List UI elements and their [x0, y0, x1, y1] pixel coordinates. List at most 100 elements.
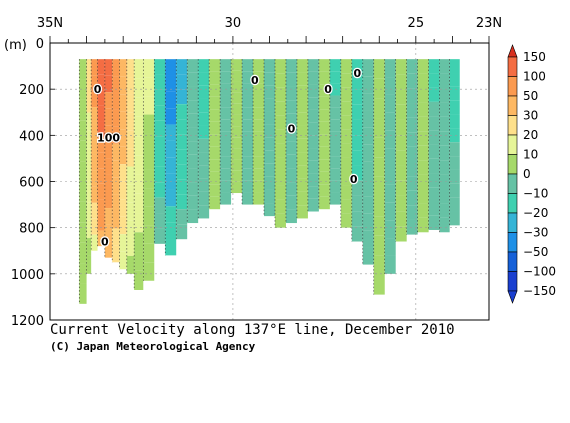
velocity-cell: [86, 184, 92, 203]
velocity-cell: [351, 119, 363, 136]
velocity-cell: [220, 156, 232, 169]
x-tick-label: 30: [225, 16, 242, 31]
velocity-cell: [351, 89, 363, 105]
velocity-cell: [384, 94, 396, 113]
velocity-cell: [307, 84, 319, 98]
velocity-cell: [340, 101, 352, 116]
velocity-cell: [417, 116, 429, 132]
velocity-cell: [395, 104, 407, 120]
velocity-cell: [384, 166, 396, 185]
velocity-cell: [351, 165, 363, 181]
velocity-cell: [307, 71, 319, 85]
velocity-cell: [274, 129, 286, 144]
velocity-cell: [274, 101, 286, 116]
velocity-cell: [134, 213, 144, 233]
velocity-cell: [79, 140, 87, 162]
velocity-cell: [154, 213, 166, 229]
velocity-cell: [274, 199, 286, 214]
velocity-cell: [417, 131, 429, 146]
velocity-cell: [126, 220, 135, 239]
velocity-cell: [134, 59, 144, 79]
velocity-cell: [340, 143, 352, 158]
velocity-cell: [395, 165, 407, 181]
velocity-cell: [209, 59, 221, 72]
velocity-cell: [428, 215, 440, 230]
velocity-cell: [406, 219, 418, 235]
velocity-cell: [439, 116, 450, 132]
velocity-cell: [154, 182, 166, 198]
velocity-cell: [264, 59, 275, 73]
velocity-cell: [428, 73, 440, 88]
velocity-cell: [373, 157, 385, 177]
velocity-cell: [296, 205, 308, 219]
velocity-cell: [176, 194, 188, 210]
contour-label: 100: [97, 132, 120, 145]
velocity-cell: [296, 125, 308, 139]
velocity-cell: [143, 225, 155, 244]
velocity-cell: [329, 131, 341, 144]
velocity-cell: [209, 109, 221, 122]
velocity-cell: [395, 150, 407, 166]
velocity-cell: [176, 149, 188, 165]
velocity-cell: [406, 59, 418, 74]
velocity-cell: [439, 174, 450, 190]
velocity-cell: [97, 199, 105, 215]
velocity-cell: [264, 163, 275, 177]
velocity-cell: [165, 140, 177, 158]
velocity-cell: [198, 152, 210, 166]
velocity-cell: [220, 107, 232, 120]
velocity-cell: [307, 109, 319, 123]
velocity-cell: [209, 84, 221, 97]
velocity-cell: [340, 59, 352, 74]
velocity-cell: [91, 123, 98, 139]
velocity-cell: [406, 103, 418, 118]
velocity-cell: [253, 156, 265, 169]
velocity-cell: [242, 143, 254, 157]
velocity-cell: [209, 146, 221, 160]
velocity-cell: [264, 72, 275, 86]
velocity-cell: [264, 85, 275, 99]
velocity-cell: [165, 124, 177, 141]
velocity-cell: [395, 59, 407, 75]
velocity-cell: [220, 95, 232, 108]
velocity-cell: [296, 165, 308, 179]
velocity-cell: [209, 121, 221, 135]
velocity-cell: [285, 127, 297, 142]
velocity-cell: [395, 195, 407, 212]
velocity-cell: [307, 198, 319, 212]
colorbar-swatch: [507, 56, 518, 77]
velocity-cell: [439, 102, 450, 117]
velocity-cell: [154, 89, 166, 106]
velocity-cell: [176, 89, 188, 105]
velocity-cell: [176, 209, 188, 225]
velocity-cell: [220, 143, 232, 157]
velocity-cell: [91, 59, 98, 76]
velocity-cell: [253, 180, 265, 193]
velocity-cell: [220, 59, 232, 72]
velocity-cell: [112, 76, 120, 94]
velocity-cell: [318, 96, 330, 110]
velocity-cell: [143, 262, 155, 281]
velocity-cell: [253, 59, 265, 72]
velocity-cell: [285, 209, 297, 224]
velocity-cell: [307, 97, 319, 110]
velocity-cell: [296, 138, 308, 153]
velocity-cell: [449, 100, 460, 115]
velocity-cell: [439, 88, 450, 103]
velocity-cell: [231, 81, 243, 93]
velocity-cell: [119, 59, 127, 77]
velocity-cell: [154, 166, 166, 183]
velocity-cell: [274, 157, 286, 172]
velocity-cell: [439, 189, 450, 204]
velocity-cell: [126, 184, 135, 203]
velocity-cell: [449, 211, 460, 226]
velocity-cell: [384, 202, 396, 221]
velocity-cell: [253, 143, 265, 157]
velocity-cell: [176, 104, 188, 120]
velocity-cell: [86, 220, 92, 239]
velocity-cell: [112, 109, 120, 127]
colorbar-swatch: [507, 76, 518, 97]
colorbar-swatch: [507, 271, 518, 292]
velocity-cell: [242, 180, 254, 193]
velocity-cell: [373, 78, 385, 99]
